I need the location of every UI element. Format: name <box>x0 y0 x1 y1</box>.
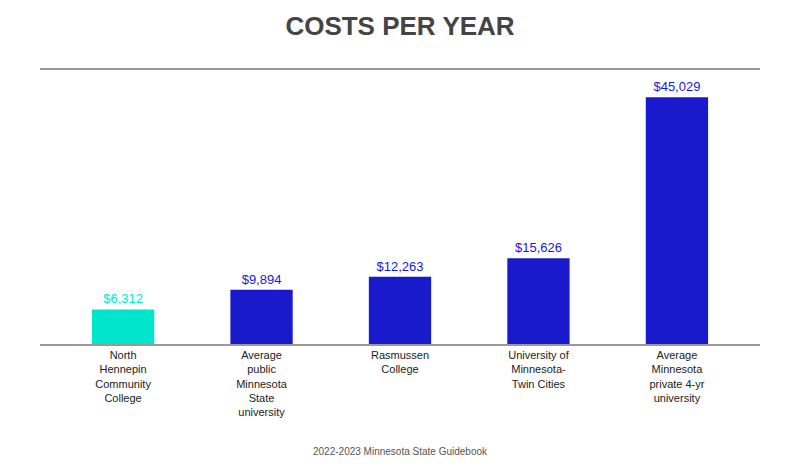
svg-text:AverageMinnesotaprivate 4-yrun: AverageMinnesotaprivate 4-yruniversity <box>649 349 704 404</box>
svg-text:RasmussenCollege: RasmussenCollege <box>371 349 429 375</box>
svg-text:$9,894: $9,894 <box>242 272 282 287</box>
svg-text:AveragepublicMinnesotaStateuni: AveragepublicMinnesotaStateuniversity <box>236 349 288 418</box>
svg-text:$15,626: $15,626 <box>515 240 562 255</box>
svg-text:University ofMinnesota-Twin Ci: University ofMinnesota-Twin Cities <box>508 349 569 390</box>
svg-text:$6,312: $6,312 <box>103 291 143 306</box>
svg-text:NorthHennepinCommunityCollege: NorthHennepinCommunityCollege <box>95 349 151 404</box>
svg-text:2022-2023 Minnesota State Guid: 2022-2023 Minnesota State Guidebook <box>313 446 488 457</box>
svg-text:$12,263: $12,263 <box>377 259 424 274</box>
svg-text:$45,029: $45,029 <box>653 79 700 94</box>
svg-text:COSTS PER YEAR: COSTS PER YEAR <box>285 11 514 41</box>
